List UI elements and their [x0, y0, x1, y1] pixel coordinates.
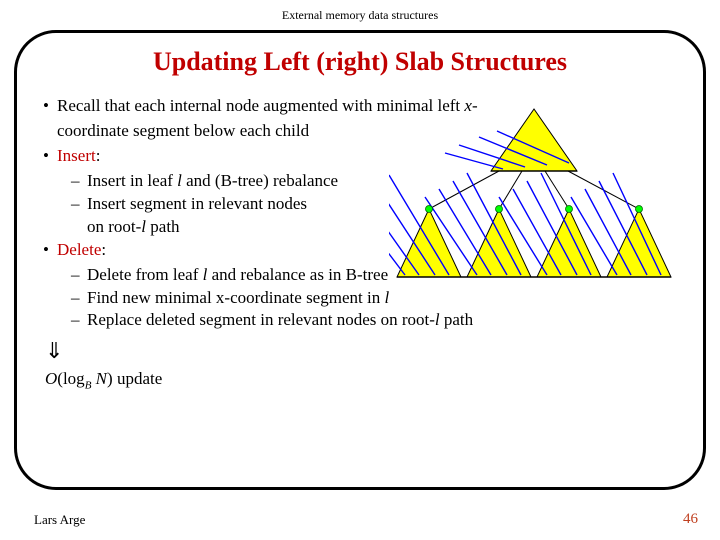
bullet-insert-sub1: –Insert in leaf l and (B-tree) rebalance [71, 170, 677, 193]
bullet-delete: •Delete: [43, 239, 677, 262]
slide-frame: Updating Left (right) Slab Structures •R… [14, 30, 706, 490]
bullet-delete-sub2: –Find new minimal x-coordinate segment i… [71, 287, 677, 310]
bullet-delete-sub1: –Delete from leaf l and rebalance as in … [71, 264, 677, 287]
bullet-recall-cont: coordinate segment below each child [57, 120, 677, 143]
bullet-delete-sub3: –Replace deleted segment in relevant nod… [71, 309, 677, 332]
slide-content: •Recall that each internal node augmente… [43, 95, 677, 393]
page-number: 46 [683, 511, 698, 528]
arrow-down-icon: ⇓ [45, 336, 677, 366]
formula: O(logB N) update [45, 368, 677, 393]
bullet-recall: •Recall that each internal node augmente… [43, 95, 677, 118]
bullet-insert-sub2: –Insert segment in relevant nodes [71, 193, 677, 216]
page-header: External memory data structures [0, 0, 720, 23]
bullet-insert: •Insert: [43, 145, 677, 168]
bullet-insert-sub2b: on root-l path [87, 216, 677, 239]
slide-title: Updating Left (right) Slab Structures [17, 47, 703, 77]
author: Lars Arge [34, 512, 85, 528]
